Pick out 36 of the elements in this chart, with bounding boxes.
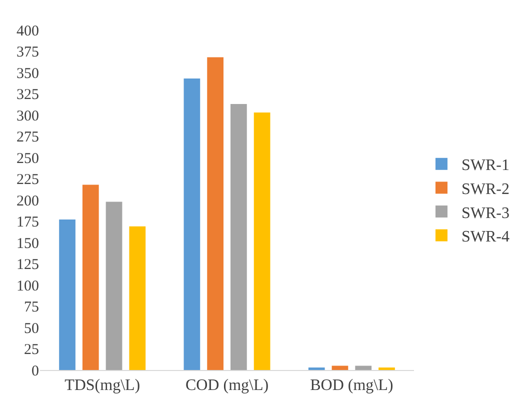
y-tick-label: 100 — [16, 278, 39, 294]
x-tick-label: BOD (mg\L) — [310, 377, 394, 394]
y-tick-label: 375 — [16, 44, 39, 60]
y-tick-label: 25 — [24, 342, 39, 358]
y-tick-label: 225 — [16, 172, 39, 188]
y-tick-label: 0 — [32, 363, 39, 380]
x-tick-label: COD (mg\L) — [185, 377, 269, 394]
bar — [106, 202, 122, 370]
bar — [378, 367, 395, 370]
y-tick-label: 400 — [16, 23, 39, 40]
y-tick-label: 275 — [16, 130, 39, 146]
bar — [59, 220, 76, 370]
bar — [332, 366, 348, 370]
legend-label: SWR-4 — [461, 228, 510, 246]
y-tick-label: 50 — [24, 320, 39, 337]
y-tick-label: 300 — [16, 108, 39, 124]
bar — [129, 226, 146, 370]
bar — [355, 366, 372, 370]
y-tick-label: 350 — [16, 66, 39, 82]
bar — [82, 184, 99, 370]
legend-label: SWR-2 — [461, 180, 510, 198]
legend-label: SWR-1 — [461, 157, 510, 174]
y-tick-label: 325 — [16, 87, 39, 103]
bar — [184, 78, 200, 370]
bar — [230, 104, 247, 370]
y-tick-label: 250 — [16, 150, 39, 167]
x-tick-label: TDS(mg\L) — [64, 377, 140, 394]
legend-label: SWR-3 — [461, 204, 510, 222]
y-tick-label: 75 — [24, 300, 39, 316]
bar — [207, 57, 224, 370]
bar — [308, 367, 325, 370]
y-tick-label: 175 — [16, 214, 39, 230]
y-tick-label: 125 — [16, 257, 39, 273]
bar — [254, 112, 270, 370]
y-tick-label: 200 — [16, 193, 39, 210]
y-tick-label: 150 — [16, 236, 39, 252]
